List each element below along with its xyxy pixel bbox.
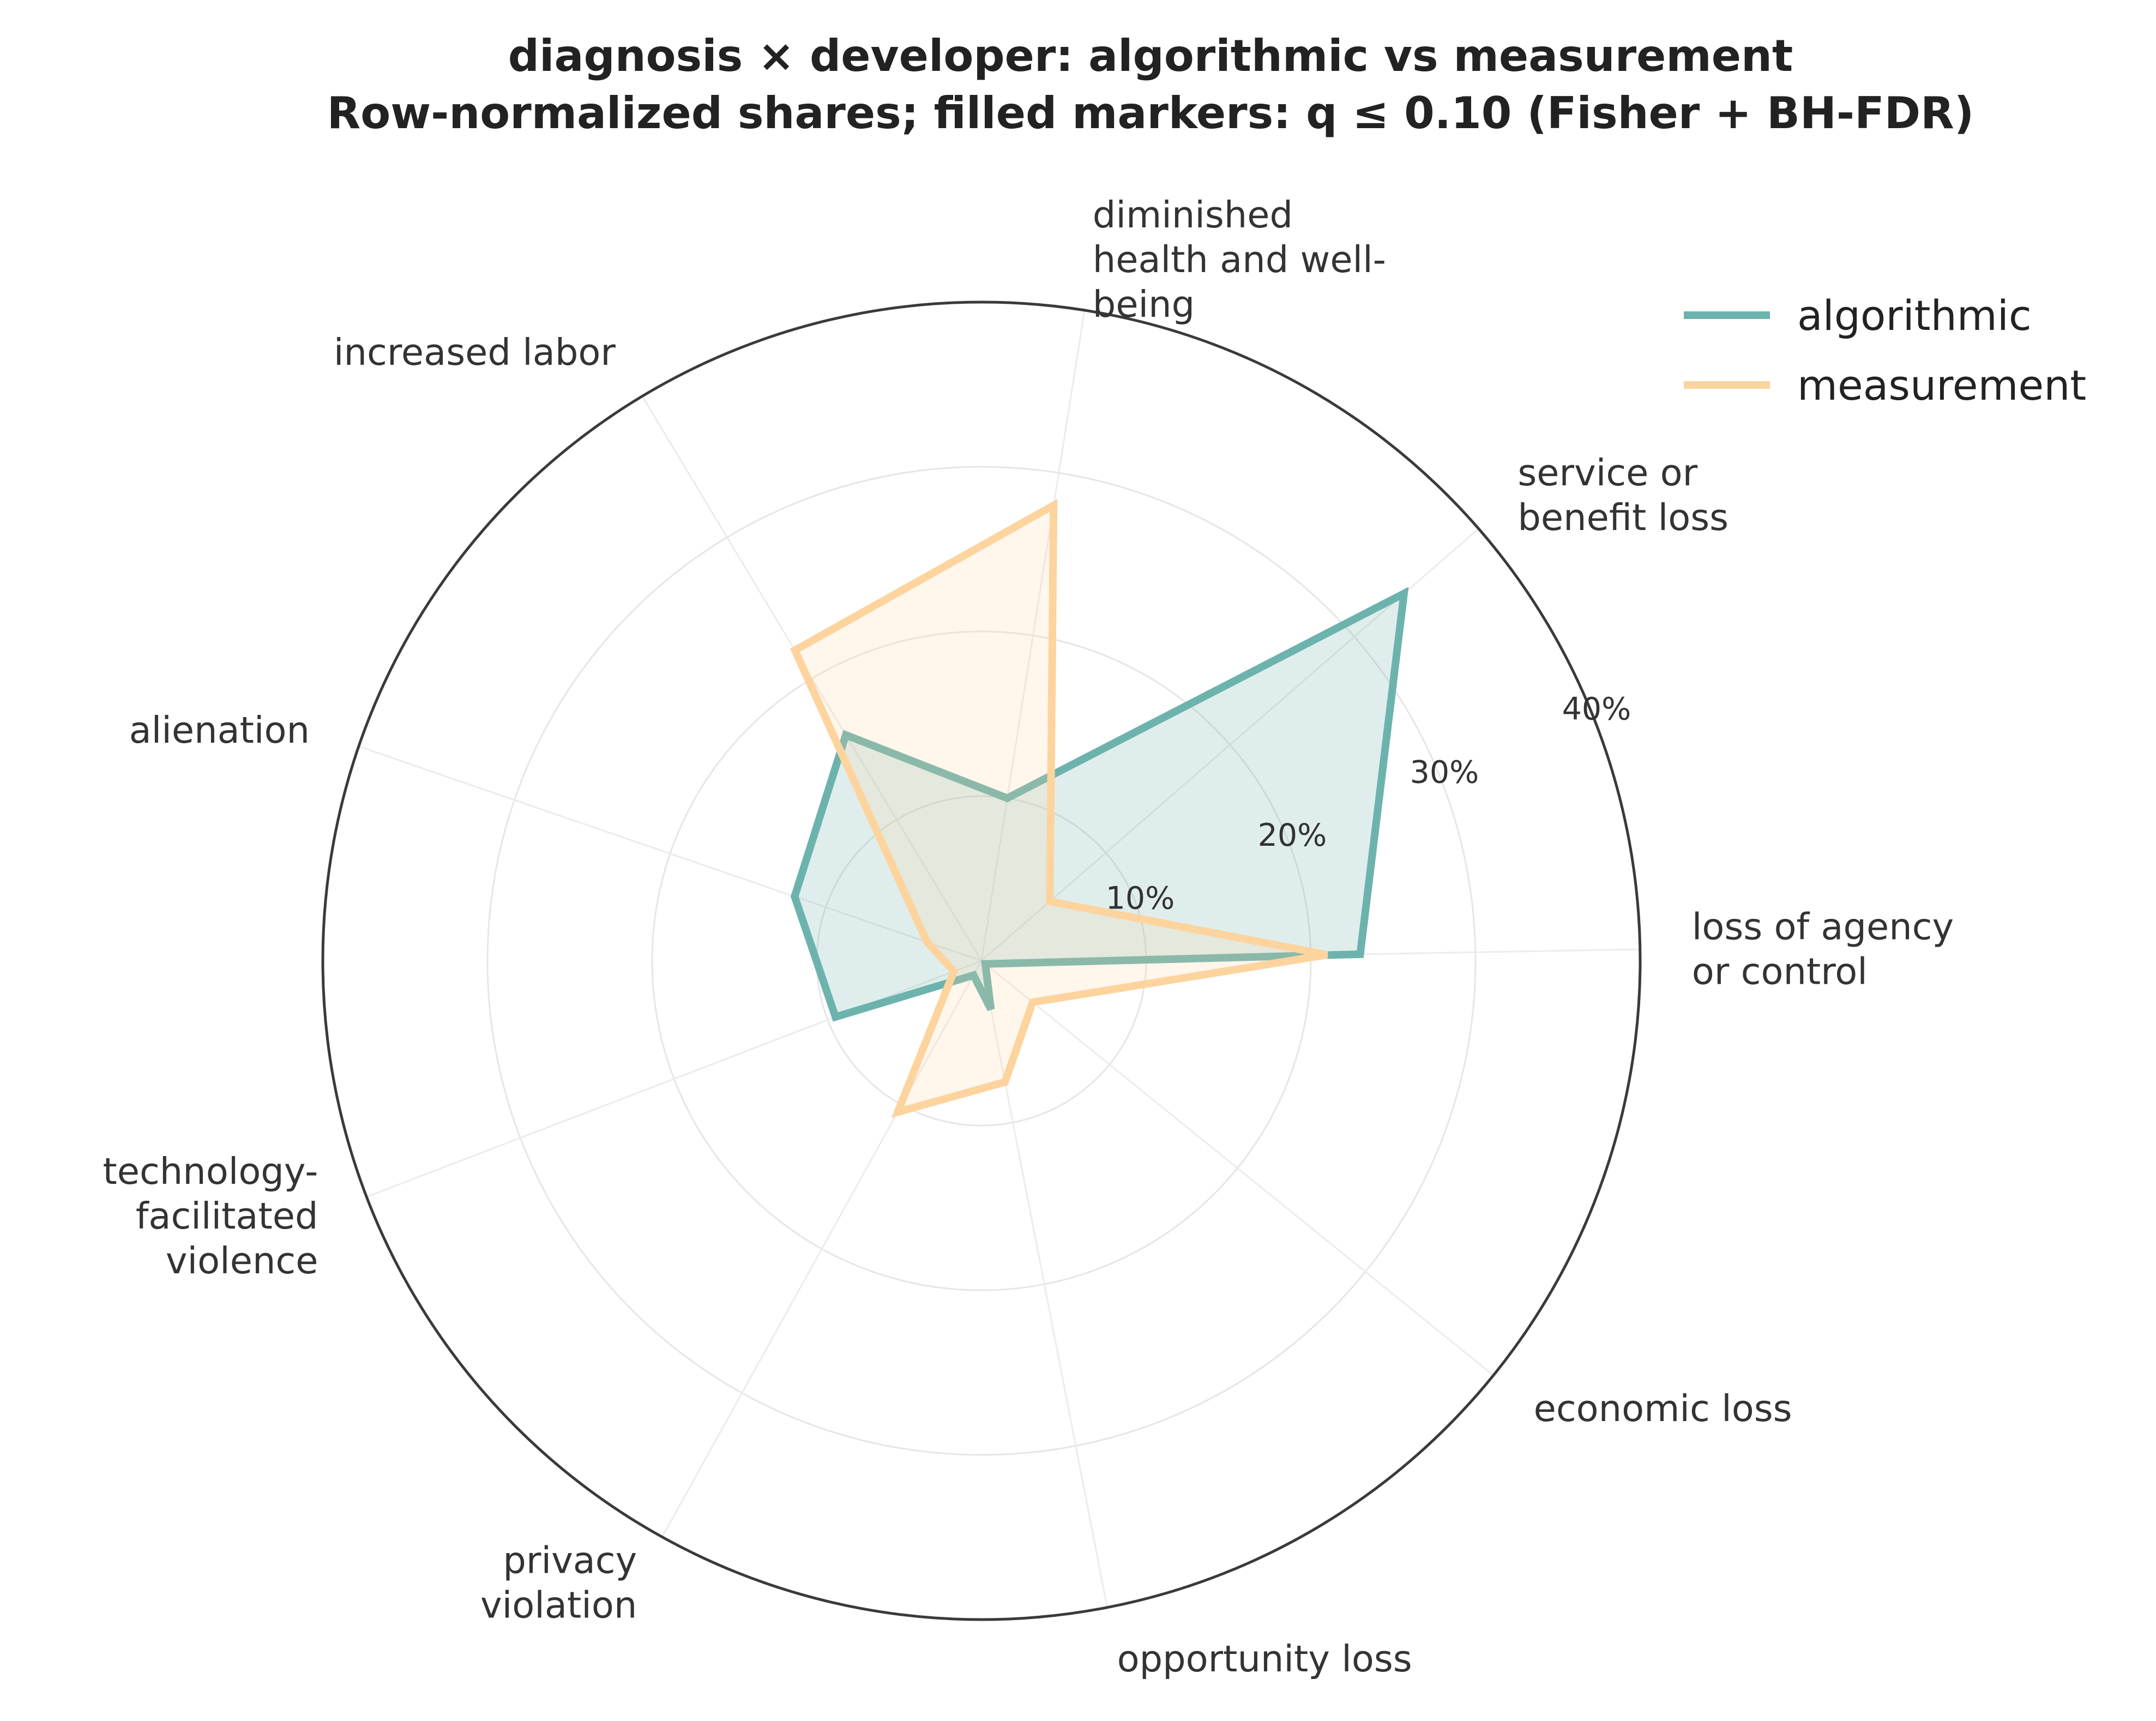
series-algorithmic-area	[794, 593, 1404, 1017]
category-labels: loss of agency or control service or benefi…	[103, 194, 1954, 1680]
category-label-line: violation	[480, 1584, 637, 1627]
grid-spoke-9	[981, 960, 1494, 1376]
category-label-line: benefit loss	[1517, 496, 1729, 539]
category-label-line: being	[1093, 283, 1195, 326]
category-label-line: technology-	[103, 1150, 318, 1193]
category-label-line: opportunity loss	[1117, 1638, 1412, 1680]
legend: algorithmic measurement	[1684, 291, 2086, 410]
polar-frame	[321, 300, 1642, 1621]
category-label-8: opportunity loss	[1117, 1638, 1412, 1680]
category-label-line: health and well-	[1093, 238, 1386, 281]
radial-tick-label-1: 10%	[1106, 880, 1175, 916]
radial-tick-labels: 10% 20% 30% 40%	[1106, 691, 1631, 917]
series-layer	[790, 498, 1409, 1118]
radial-tick-label-3: 30%	[1410, 754, 1479, 790]
category-label-line: loss of agency	[1692, 905, 1954, 948]
category-label-line: service or	[1517, 452, 1697, 494]
series-measurement-area	[794, 505, 1328, 1112]
grid-spoke-3	[980, 310, 1086, 961]
category-label-6: technology-facilitated violence	[103, 1150, 318, 1282]
category-label-line: privacy	[503, 1539, 637, 1582]
legend-label-measurement: measurement	[1797, 361, 2086, 410]
category-label-line: economic loss	[1534, 1387, 1792, 1430]
legend-label-algorithmic: algorithmic	[1797, 291, 2032, 340]
chart-title-line-1: diagnosis × developer: algorithmic vs me…	[508, 31, 1793, 81]
radial-tick-label-2: 20%	[1258, 817, 1327, 853]
grid-ring-3	[486, 466, 1477, 1456]
category-label-5: alienation	[129, 709, 310, 751]
category-label-9: economic loss	[1534, 1387, 1792, 1430]
category-label-4: increased labor	[334, 331, 616, 374]
category-label-line: violence	[166, 1239, 318, 1282]
chart-title-line-2: Row-normalized shares; filled markers: q…	[327, 88, 1974, 139]
grid-spoke-5	[358, 745, 982, 962]
category-label-3: diminished health and well-being	[1093, 194, 1386, 326]
outer-circle	[321, 300, 1642, 1621]
category-label-line: facilitated	[136, 1195, 318, 1237]
series-algorithmic-line	[790, 587, 1409, 1022]
category-label-line: alienation	[129, 709, 310, 751]
category-label-line: increased labor	[334, 331, 616, 374]
category-label-2: service or benefit loss	[1517, 452, 1729, 539]
grid-spoke-8	[980, 960, 1108, 1608]
category-label-1: loss of agency or control	[1692, 905, 1954, 992]
grid-spoke-7	[661, 960, 983, 1538]
category-label-line: diminished	[1093, 194, 1293, 236]
series-measurement-line	[790, 498, 1328, 1118]
category-label-line: or control	[1692, 950, 1868, 992]
radial-tick-label-4: 40%	[1562, 691, 1631, 727]
chart-title: diagnosis × developer: algorithmic vs me…	[327, 31, 1974, 139]
category-label-7: privacy violation	[480, 1539, 637, 1627]
